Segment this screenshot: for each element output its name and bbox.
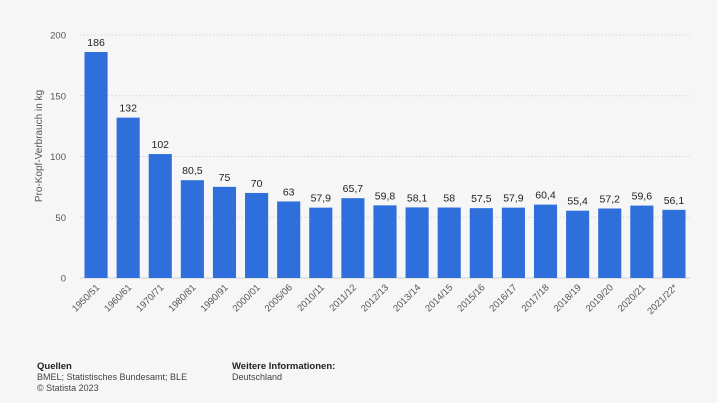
bar <box>84 52 108 279</box>
data-label: 75 <box>219 172 231 184</box>
x-tick-label: 2014/15 <box>423 282 455 314</box>
x-tick-label: 2019/20 <box>584 282 616 314</box>
bar <box>405 207 429 278</box>
bar <box>598 208 622 278</box>
bar <box>148 154 172 278</box>
y-axis-label: Pro-Kopf-Verbrauch in kg <box>34 90 45 202</box>
x-tick-label: 2013/14 <box>391 282 423 314</box>
data-label: 58 <box>443 193 455 205</box>
x-tick-label: 2011/12 <box>327 282 359 314</box>
y-tick-label: 0 <box>61 274 66 285</box>
bar <box>501 207 525 278</box>
x-tick-label: 2012/13 <box>359 282 391 314</box>
more-info-block: Weitere Informationen: Deutschland <box>232 361 335 383</box>
data-label: 59,8 <box>375 190 396 202</box>
x-tick-label: 2016/17 <box>487 282 519 314</box>
y-tick-label: 150 <box>50 91 66 102</box>
value-labels: 186 132 102 80,5 75 70 63 57,9 65,7 59,8 58,1 58 57,… <box>87 37 684 208</box>
bar <box>277 201 301 278</box>
data-label: 58,1 <box>407 192 428 204</box>
x-tick-label: 1990/91 <box>199 282 231 314</box>
x-tick-label: 2017/18 <box>520 282 552 314</box>
copyright-text: © Statista 2023 <box>37 383 99 393</box>
x-tick-label: 2021/22* <box>645 282 680 317</box>
bar <box>245 192 269 278</box>
data-label: 55,4 <box>567 196 588 208</box>
y-tick-label: 100 <box>50 152 66 163</box>
data-label: 70 <box>251 178 263 190</box>
data-label: 132 <box>119 103 137 115</box>
data-label: 56,1 <box>664 195 685 207</box>
bar <box>212 186 237 278</box>
data-label: 80,5 <box>182 165 203 177</box>
x-tick-label: 1980/81 <box>166 282 198 314</box>
x-tick-label: 2010/11 <box>295 282 327 314</box>
sources-block: Quellen BMEL; Statistisches Bundesamt; B… <box>37 361 187 394</box>
bar <box>566 210 590 278</box>
data-label: 57,9 <box>311 193 332 205</box>
x-tick-label: 1960/61 <box>102 282 134 314</box>
bar <box>180 180 204 278</box>
data-label: 63 <box>283 186 295 198</box>
bar <box>116 117 140 279</box>
data-label: 57,2 <box>600 194 621 206</box>
y-axis-ticks: 0 50 100 150 200 <box>50 31 66 285</box>
x-tick-label: 2000/01 <box>231 282 263 314</box>
bar <box>469 208 493 278</box>
x-tick-label: 2020/21 <box>616 282 648 314</box>
data-label: 59,6 <box>632 191 653 203</box>
bar <box>630 205 654 278</box>
more-info-heading: Weitere Informationen: <box>232 361 336 372</box>
data-label: 65,7 <box>343 183 364 195</box>
bar <box>437 207 461 278</box>
bar <box>662 209 686 278</box>
y-tick-label: 50 <box>55 213 66 224</box>
y-tick-label: 200 <box>50 31 66 42</box>
x-tick-label: 2018/19 <box>552 282 584 314</box>
data-label: 57,5 <box>471 193 492 205</box>
x-tick-label: 2005/06 <box>263 282 295 314</box>
bar <box>373 205 397 278</box>
bar <box>341 198 365 278</box>
data-label: 60,4 <box>535 190 556 202</box>
data-label: 57,9 <box>503 193 524 205</box>
bar <box>309 207 333 278</box>
x-tick-label: 1970/71 <box>134 282 166 314</box>
more-info-text: Deutschland <box>232 372 283 382</box>
x-tick-label: 2015/16 <box>455 282 487 314</box>
bar <box>533 204 558 278</box>
x-tick-label: 1950/51 <box>70 282 102 314</box>
sources-text: BMEL; Statistisches Bundesamt; BLE <box>37 372 188 382</box>
data-label: 186 <box>87 37 105 49</box>
bars <box>84 52 686 279</box>
data-label: 102 <box>151 139 169 151</box>
sources-heading: Quellen <box>37 361 72 372</box>
x-axis-ticks: 1950/51 1960/61 1970/71 1980/81 1990/91 2000/… <box>70 282 680 317</box>
bar-chart: 0 50 100 150 200 186 132 102 80,5 75 70 63 57,9 65,7… <box>34 31 690 317</box>
